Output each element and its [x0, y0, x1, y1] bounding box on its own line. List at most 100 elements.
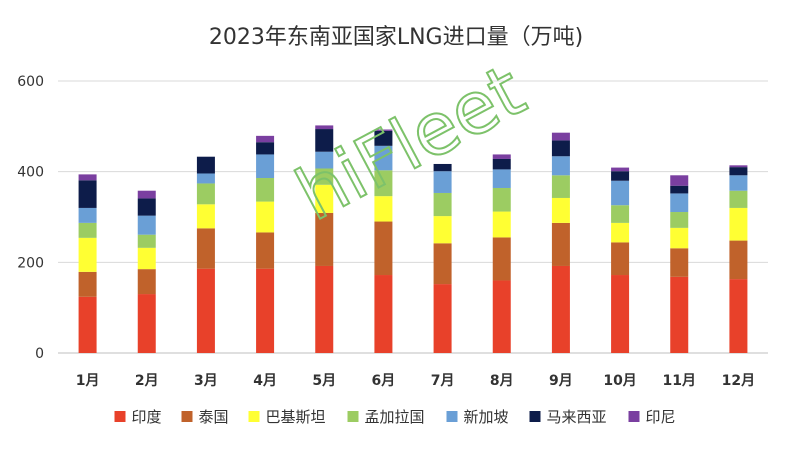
bar-segment: [374, 275, 393, 353]
bar-segment: [433, 192, 452, 217]
legend-swatch: [248, 411, 260, 422]
legend-swatch: [446, 411, 458, 422]
legend-swatch: [347, 411, 359, 422]
bar-segment: [670, 276, 689, 353]
x-tick-label: 2月: [135, 373, 159, 389]
bar-segment: [196, 228, 215, 269]
x-tick-label: 10月: [603, 373, 636, 389]
bar-segment: [315, 212, 334, 266]
legend-swatch: [529, 411, 541, 422]
bar-segment: [374, 170, 393, 197]
bar-segment: [492, 237, 511, 281]
bar-segment: [670, 212, 689, 228]
x-axis-ticks: 1月 2月 3月 4月 5月 6月 7月 8月 9月 10月 11月 12月: [76, 373, 755, 389]
bar-segment: [433, 163, 452, 172]
bar-segment: [137, 215, 156, 235]
bar-segment: [315, 168, 334, 185]
bar-segment: [492, 169, 511, 188]
bar-segment: [78, 174, 97, 181]
y-tick-label: 0: [35, 346, 44, 362]
bar-segment: [256, 201, 275, 233]
bar-segment: [374, 129, 393, 131]
bar-segment: [611, 205, 630, 223]
y-axis-ticks: 0 200 400 600: [17, 74, 44, 362]
x-tick-label: 7月: [431, 373, 455, 389]
legend-swatch: [628, 411, 640, 422]
legend-label: 孟加拉国: [365, 408, 425, 426]
bar-segment: [729, 175, 748, 191]
bar-segment: [137, 198, 156, 216]
x-tick-label: 5月: [312, 373, 336, 389]
bar-segment: [256, 135, 275, 143]
y-tick-label: 600: [17, 74, 44, 90]
bar-segment: [196, 183, 215, 205]
bar-segment: [256, 232, 275, 269]
bars: [78, 125, 748, 353]
bar-segment: [729, 165, 748, 168]
bar-segment: [551, 197, 570, 223]
y-tick-label: 400: [17, 165, 44, 181]
legend-swatch: [181, 411, 193, 422]
x-tick-label: 4月: [253, 373, 277, 389]
bar-segment: [729, 190, 748, 208]
legend-label: 印度: [132, 408, 162, 426]
bar-segment: [315, 184, 334, 213]
bar-segment: [729, 207, 748, 241]
bar-segment: [374, 196, 393, 222]
legend-label: 巴基斯坦: [266, 408, 326, 426]
bar-segment: [670, 185, 689, 194]
bar-segment: [78, 296, 97, 353]
bar-segment: [670, 227, 689, 249]
bar-segment: [492, 280, 511, 353]
bar-segment: [670, 193, 689, 213]
bar-segment: [137, 190, 156, 199]
bar-segment: [137, 247, 156, 270]
bar-segment: [611, 222, 630, 243]
bar-segment: [256, 142, 275, 155]
chart-title: 2023年东南亚国家LNG进口量（万吨): [209, 25, 583, 50]
bar-segment: [611, 275, 630, 353]
bar-segment: [433, 243, 452, 285]
bar-segment: [492, 187, 511, 212]
bar-segment: [256, 178, 275, 202]
bar-segment: [492, 154, 511, 159]
legend-swatch: [114, 411, 126, 422]
bar-segment: [551, 175, 570, 198]
bar-segment: [611, 180, 630, 206]
x-tick-label: 6月: [372, 373, 396, 389]
bar-segment: [78, 207, 97, 223]
bar-segment: [551, 156, 570, 176]
bar-segment: [315, 265, 334, 353]
bar-segment: [492, 158, 511, 170]
bar-segment: [729, 279, 748, 353]
bar-segment: [137, 234, 156, 248]
bar-segment: [78, 271, 97, 297]
bar-segment: [374, 130, 393, 146]
bar-segment: [78, 237, 97, 272]
bar-segment: [137, 294, 156, 353]
legend-label: 新加坡: [464, 408, 509, 426]
bar-segment: [256, 268, 275, 353]
bar-segment: [551, 265, 570, 353]
bar-segment: [492, 211, 511, 238]
bar-segment: [433, 284, 452, 353]
bar-segment: [196, 156, 215, 174]
bar-segment: [433, 171, 452, 193]
bar-segment: [374, 145, 393, 171]
grid-lines: [58, 80, 768, 354]
legend-label: 马来西亚: [547, 408, 607, 426]
bar-segment: [374, 221, 393, 276]
legend-label: 泰国: [199, 408, 229, 426]
bar-segment: [551, 132, 570, 141]
x-tick-label: 11月: [663, 373, 696, 389]
bar-segment: [729, 167, 748, 176]
bar-segment: [78, 180, 97, 208]
bar-segment: [611, 171, 630, 181]
bar-segment: [315, 125, 334, 130]
x-tick-label: 1月: [76, 373, 100, 389]
bar-segment: [196, 268, 215, 353]
bar-segment: [196, 204, 215, 229]
x-tick-label: 3月: [194, 373, 218, 389]
x-tick-label: 12月: [722, 373, 755, 389]
